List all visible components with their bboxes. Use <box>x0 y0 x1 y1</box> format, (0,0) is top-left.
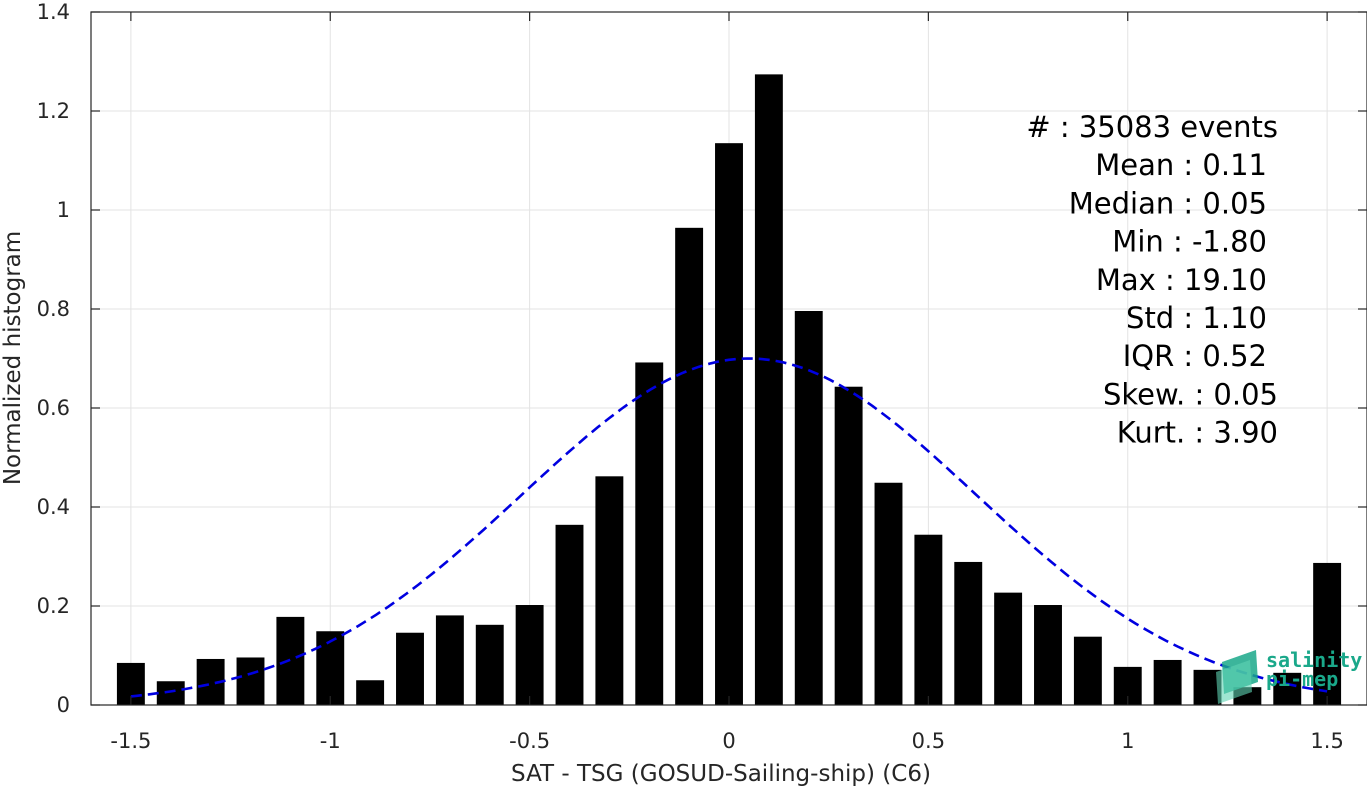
tick-marks <box>91 11 1367 706</box>
histogram-bar <box>1273 672 1302 705</box>
statistics-box: # : 35083 events Mean : 0.11 Median : 0.05… <box>1026 110 1278 450</box>
y-tick-label: 0.6 <box>37 396 70 420</box>
histogram-bar <box>555 524 584 705</box>
histogram-bar <box>635 362 664 705</box>
stat-line: # : 35083 events <box>1026 110 1278 144</box>
y-tick-label: 1 <box>57 198 70 222</box>
histogram-bar <box>994 592 1023 705</box>
histogram-bar <box>1073 636 1102 705</box>
x-tick-label: 0 <box>722 729 735 753</box>
logo-line-1: salinity <box>1266 648 1362 672</box>
stat-line: Skew. : 0.05 <box>1103 377 1278 411</box>
histogram-bar <box>834 386 863 705</box>
stat-line: Max : 19.10 <box>1096 263 1267 297</box>
histogram-bar <box>156 681 185 705</box>
histogram-bar <box>675 227 704 705</box>
logo-line-2: pi-mep <box>1266 667 1338 691</box>
logo-mark-icon <box>1216 650 1258 704</box>
x-axis-label: SAT - TSG (GOSUD-Sailing-ship) (C6) <box>511 761 931 787</box>
stat-line: Median : 0.05 <box>1069 186 1267 220</box>
histogram-bar <box>396 632 424 705</box>
histogram-bar <box>754 74 783 706</box>
histogram-bar <box>914 534 943 705</box>
x-tick-label: 1 <box>1121 729 1134 753</box>
x-tick-label: -1 <box>320 729 341 753</box>
histogram-bars <box>116 74 1342 706</box>
histogram-bar <box>1313 562 1342 705</box>
histogram-bar <box>515 605 544 705</box>
histogram-bar <box>874 482 903 705</box>
stat-line: IQR : 0.52 <box>1123 339 1267 373</box>
y-tick-label: 0.2 <box>37 594 70 618</box>
histogram-bar <box>475 624 504 705</box>
x-tick-label: 1.5 <box>1310 729 1343 753</box>
histogram-bar <box>794 310 823 705</box>
histogram-bar <box>954 561 983 705</box>
stat-line: Min : -1.80 <box>1112 225 1267 259</box>
y-tick-label: 1.4 <box>37 0 70 24</box>
histogram-bar <box>1034 605 1062 705</box>
y-tick-label: 0.8 <box>37 297 70 321</box>
x-tick-labels: -1.5 -1 -0.5 0 0.5 1 1.5 <box>110 729 1343 753</box>
histogram-bar <box>1153 659 1182 705</box>
y-tick-label: 0.4 <box>37 495 70 519</box>
x-tick-label: 0.5 <box>912 729 945 753</box>
y-axis-label: Normalized histogram <box>0 231 26 485</box>
salinity-pimep-logo: salinity pi-mep <box>1216 648 1362 704</box>
y-tick-label: 1.2 <box>37 99 70 123</box>
histogram-bar <box>316 631 345 705</box>
x-tick-label: -1.5 <box>110 729 151 753</box>
histogram-bar <box>595 476 624 705</box>
y-tick-labels: 0 0.2 0.4 0.6 0.8 1 1.2 1.4 <box>37 0 70 717</box>
gaussian-fit-curve <box>130 357 1328 698</box>
x-tick-label: -0.5 <box>509 729 550 753</box>
histogram-bar <box>715 143 743 706</box>
stat-line: Mean : 0.11 <box>1095 148 1267 182</box>
stat-line: Kurt. : 3.90 <box>1117 416 1278 450</box>
histogram-bar <box>435 615 464 705</box>
y-tick-label: 0 <box>57 693 70 717</box>
histogram-bar <box>356 680 385 705</box>
histogram-bar <box>236 657 265 705</box>
stat-line: Std : 1.10 <box>1126 301 1267 335</box>
